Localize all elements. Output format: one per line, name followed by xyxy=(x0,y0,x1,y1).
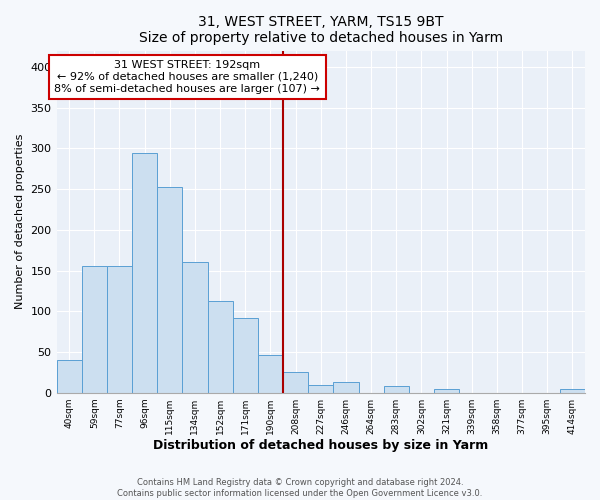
Bar xyxy=(434,388,459,392)
X-axis label: Distribution of detached houses by size in Yarm: Distribution of detached houses by size … xyxy=(153,440,488,452)
Bar xyxy=(308,384,334,392)
Bar xyxy=(157,186,182,392)
Bar xyxy=(82,266,107,392)
Bar xyxy=(283,372,308,392)
Text: Contains HM Land Registry data © Crown copyright and database right 2024.
Contai: Contains HM Land Registry data © Crown c… xyxy=(118,478,482,498)
Bar xyxy=(208,300,233,392)
Bar xyxy=(258,355,283,393)
Bar xyxy=(107,266,132,392)
Bar xyxy=(560,388,585,392)
Bar xyxy=(56,360,82,392)
Bar xyxy=(383,386,409,392)
Bar xyxy=(132,153,157,392)
Bar xyxy=(334,382,359,392)
Bar xyxy=(233,318,258,392)
Bar xyxy=(182,262,208,392)
Y-axis label: Number of detached properties: Number of detached properties xyxy=(15,134,25,310)
Title: 31, WEST STREET, YARM, TS15 9BT
Size of property relative to detached houses in : 31, WEST STREET, YARM, TS15 9BT Size of … xyxy=(139,15,503,45)
Text: 31 WEST STREET: 192sqm
← 92% of detached houses are smaller (1,240)
8% of semi-d: 31 WEST STREET: 192sqm ← 92% of detached… xyxy=(55,60,320,94)
